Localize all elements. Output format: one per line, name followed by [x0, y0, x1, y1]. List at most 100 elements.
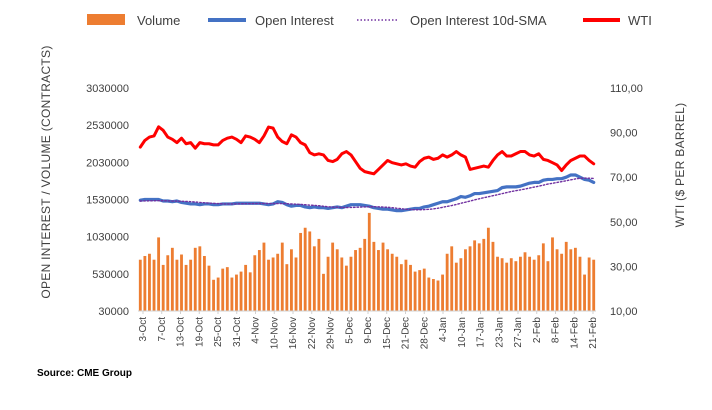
y-right-tick-label: 110,00	[610, 83, 643, 95]
volume-bar	[212, 279, 215, 311]
volume-bar	[354, 250, 357, 311]
volume-bar	[404, 259, 408, 311]
volume-bar	[230, 277, 234, 311]
volume-bar	[413, 271, 417, 311]
x-tick-label: 25-Oct	[213, 317, 224, 347]
volume-bar	[569, 249, 573, 311]
volume-bar	[395, 256, 399, 311]
volume-bar	[468, 246, 472, 311]
volume-bar	[583, 274, 586, 311]
volume-bar	[386, 249, 390, 311]
legend-label-open-interest: Open Interest	[255, 13, 334, 28]
y-right-tick-label: 10,00	[610, 306, 638, 318]
x-tick-label: 22-Nov	[307, 317, 318, 349]
volume-bar	[541, 243, 545, 311]
x-tick-label: 28-Dec	[419, 317, 430, 349]
volume-bar	[546, 261, 550, 311]
volume-bar	[148, 253, 151, 311]
volume-bar	[276, 253, 280, 311]
volume-bar	[464, 249, 467, 311]
volume-bar	[573, 247, 577, 311]
volume-bar	[138, 259, 142, 311]
volume-bar	[322, 273, 325, 311]
volume-bar	[152, 259, 156, 311]
volume-bar	[244, 264, 248, 311]
volume-bar	[358, 247, 362, 311]
x-tick-label: 10-Nov	[269, 317, 280, 349]
volume-bar	[340, 257, 344, 311]
y-left-tick-label: 1530000	[86, 195, 129, 207]
volume-bar	[491, 241, 495, 311]
volume-bar	[427, 277, 431, 311]
legend-swatch-volume	[87, 14, 125, 25]
volume-bar	[198, 246, 202, 311]
volume-bar	[505, 262, 509, 311]
volume-bar	[551, 237, 554, 311]
volume-bar	[592, 259, 596, 311]
legend-label-volume: Volume	[137, 13, 180, 28]
volume-bar	[308, 231, 312, 311]
y-right-tick-label: 30,00	[610, 261, 638, 273]
volume-bar	[207, 265, 211, 311]
x-tick-label: 23-Jan	[494, 317, 505, 348]
y-left-axis-title: OPEN INTEREST / VOLUME (CONTRACTS)	[39, 45, 53, 298]
volume-bar	[143, 255, 147, 311]
volume-bar	[299, 232, 303, 311]
legend: Volume Open Interest Open Interest 10d-S…	[87, 13, 652, 28]
volume-bar	[560, 253, 564, 311]
volume-bar	[459, 258, 463, 311]
volume-bar	[578, 256, 582, 311]
volume-bar	[166, 255, 170, 311]
volume-bar	[235, 274, 238, 311]
volume-bar	[523, 252, 527, 311]
volume-bar	[514, 261, 518, 311]
volume-bar	[349, 256, 353, 311]
volume-bar	[473, 240, 477, 311]
volume-bar	[519, 256, 522, 311]
x-tick-label: 4-Nov	[251, 317, 262, 344]
x-tick-label: 19-Oct	[194, 317, 205, 347]
volume-bar	[317, 238, 321, 311]
volume-bar	[225, 267, 229, 311]
wti-line	[138, 125, 596, 176]
x-tick-label: 10-Jan	[457, 317, 468, 348]
volume-bar	[157, 237, 161, 311]
volume-bar	[477, 243, 481, 311]
volume-bar	[587, 257, 591, 311]
volume-bar	[367, 212, 371, 311]
volume-bar	[377, 250, 380, 311]
volume-bar	[509, 258, 513, 311]
x-tick-label: 8-Feb	[551, 317, 562, 344]
y-left-tick-label: 1030000	[86, 232, 129, 244]
y-right-tick-label: 70,00	[610, 172, 638, 184]
volume-bar	[441, 274, 444, 311]
x-tick-label: 17-Jan	[476, 317, 487, 348]
x-tick-label: 9-Dec	[363, 317, 374, 344]
volume-bar	[390, 253, 394, 311]
y-right-tick-label: 90,00	[610, 128, 638, 140]
volume-bar	[303, 227, 307, 311]
x-tick-label: 21-Dec	[401, 317, 412, 349]
volume-bar	[564, 241, 568, 311]
volume-bar	[422, 268, 426, 311]
volume-bar	[450, 246, 454, 311]
volume-bar	[285, 264, 289, 311]
volume-bar	[482, 238, 486, 311]
y-right-ticks: 10,00 30,00 50,00 70,00 90,00 110,00	[610, 83, 643, 318]
legend-label-wti: WTI	[628, 13, 652, 28]
y-left-tick-label: 30000	[98, 306, 129, 318]
x-tick-label: 21-Feb	[588, 317, 599, 349]
volume-bar	[331, 242, 335, 311]
series-lines	[138, 125, 596, 213]
volume-bar	[537, 255, 541, 311]
volume-bar	[193, 247, 197, 311]
volume-bar	[532, 259, 536, 311]
x-tick-label: 13-Oct	[176, 317, 187, 347]
volume-bar	[290, 249, 293, 311]
x-tick-label: 3-Oct	[138, 317, 149, 342]
x-tick-label: 27-Jan	[513, 317, 524, 348]
volume-bar	[418, 270, 422, 311]
volume-bar	[326, 256, 330, 311]
volume-bar	[271, 257, 275, 311]
open-interest-sma-line	[139, 177, 595, 211]
